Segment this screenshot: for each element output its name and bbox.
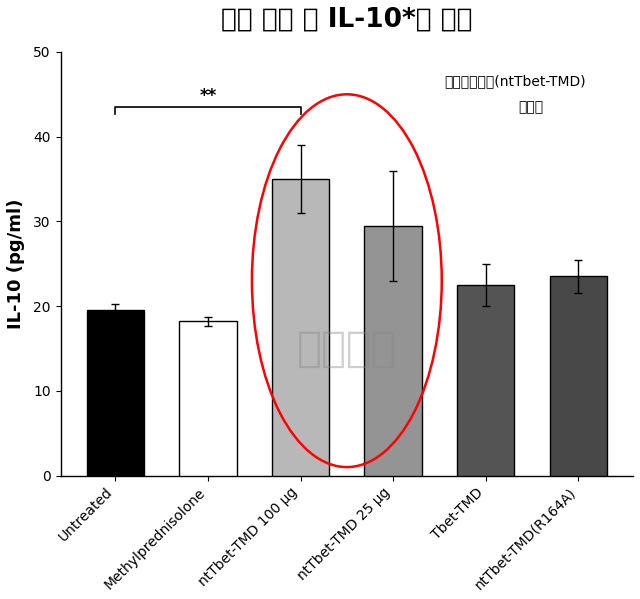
- Y-axis label: IL-10 (pg/ml): IL-10 (pg/ml): [7, 198, 25, 329]
- Bar: [272, 179, 329, 476]
- Bar: [179, 322, 237, 476]
- Bar: [457, 285, 515, 476]
- Text: 서울경제: 서울경제: [297, 328, 397, 370]
- Text: 투여군: 투여군: [518, 100, 543, 114]
- Bar: [364, 226, 422, 476]
- Title: 약물 투여 후 IL-10*의 변화: 약물 투여 후 IL-10*의 변화: [221, 7, 472, 33]
- Bar: [86, 310, 144, 476]
- Text: 신약후보물질(ntTbet-TMD): 신약후보물질(ntTbet-TMD): [444, 75, 586, 89]
- Text: **: **: [199, 87, 216, 105]
- Bar: [550, 277, 607, 476]
